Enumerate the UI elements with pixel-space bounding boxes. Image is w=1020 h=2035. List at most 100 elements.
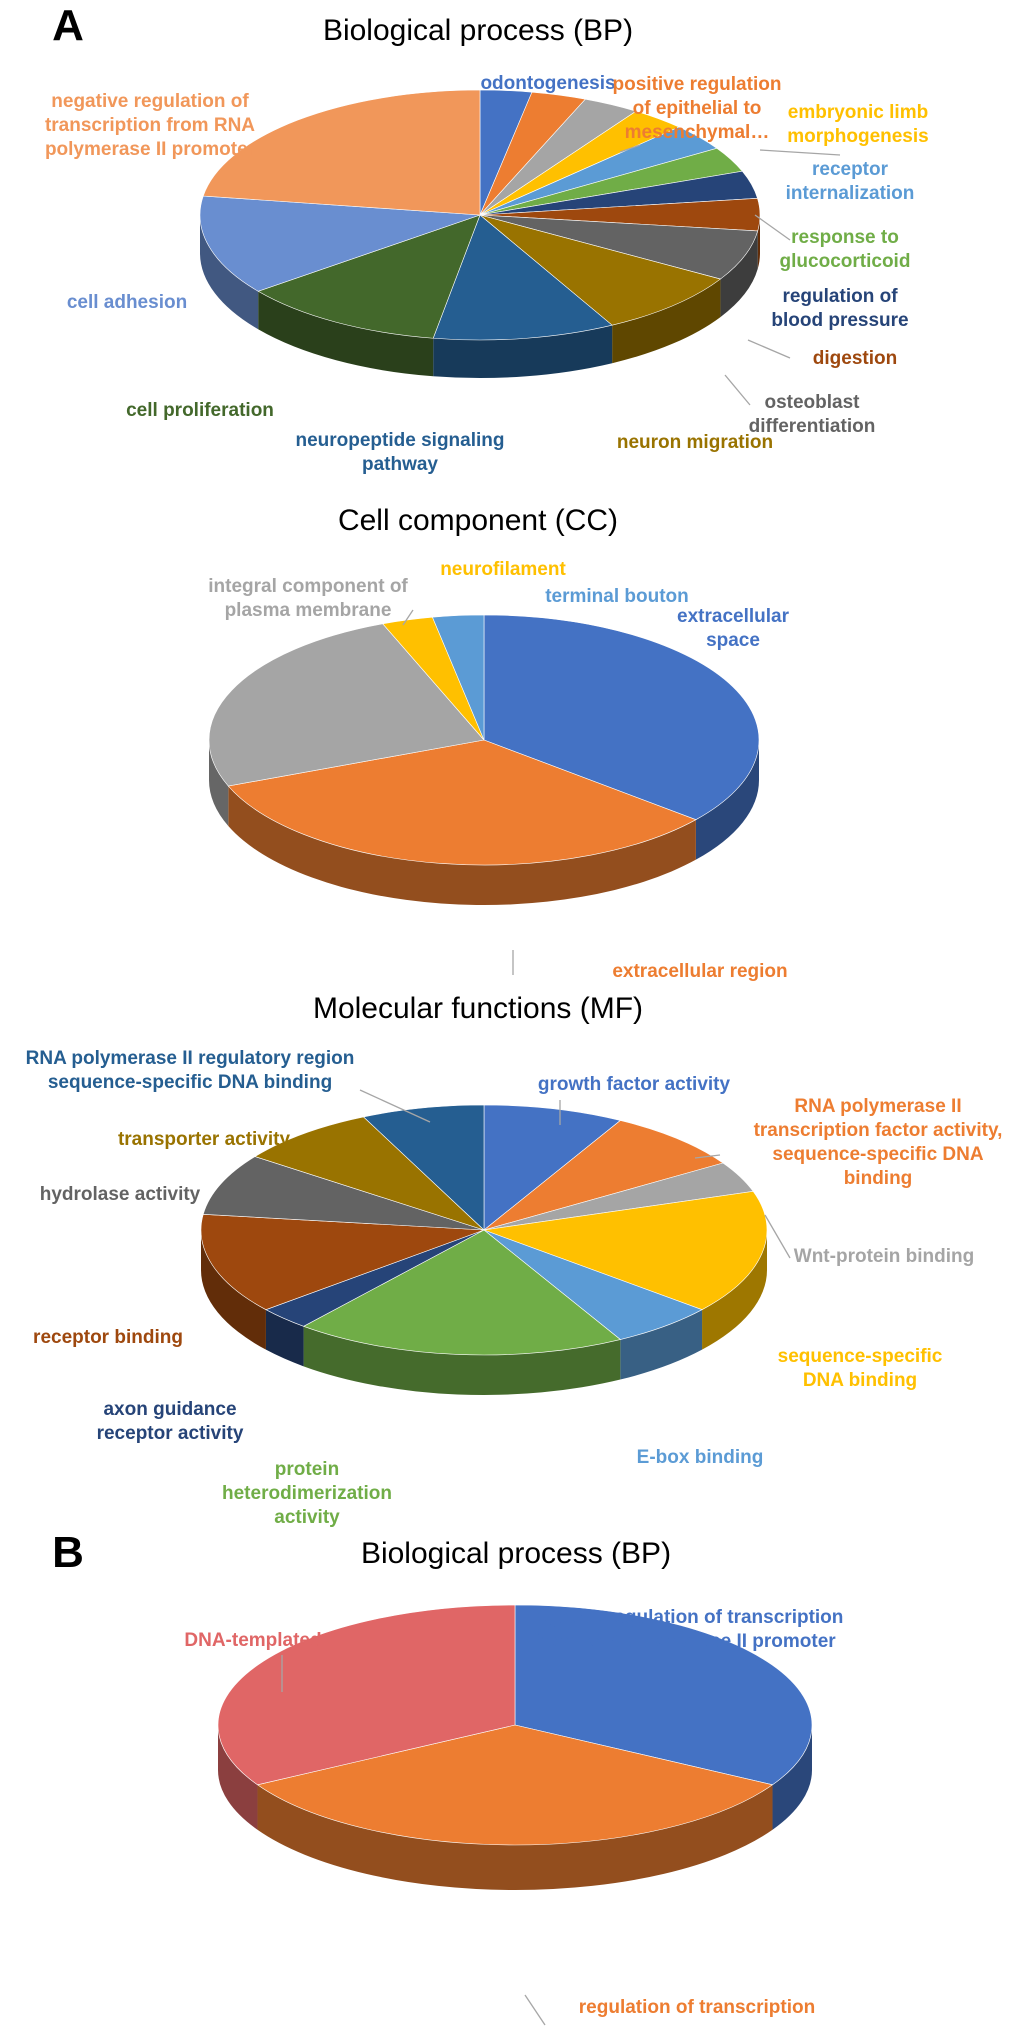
slice-sequence-specific-dna-binding xyxy=(483,1191,768,1311)
leader-line xyxy=(694,1154,721,1159)
panel-letter: B xyxy=(52,1528,84,1577)
slice-neuropeptide-signaling-pathway xyxy=(432,214,613,341)
slice-label-rna-polymerase-ii-regulatory-region-sequ: RNA polymerase II regulatory region seque… xyxy=(26,1048,355,1093)
leader-line xyxy=(754,214,791,241)
slice-side-sequence-specific-dna-binding xyxy=(702,1230,767,1350)
slice-cell-proliferation xyxy=(257,214,481,339)
slice-label-receptor-binding: receptor binding xyxy=(33,1327,183,1348)
slice-label-growth-factor-activity: growth factor activity xyxy=(538,1074,731,1095)
slice-labels: negative regulation of transcription from… xyxy=(184,1607,844,2026)
slice-side-extracellular-region xyxy=(228,786,696,905)
pie-slices xyxy=(200,1104,768,1356)
slice-label-transporter-activity: transporter activity xyxy=(118,1129,291,1150)
slice-receptor-binding xyxy=(200,1214,485,1311)
pie-sides xyxy=(218,1725,812,1891)
slice-rna-polymerase-ii-transcription-factor-a xyxy=(483,1120,724,1231)
slice-label-negative-regulation-of-transcription-fro: negative regulation of transcription from… xyxy=(45,91,256,160)
slice-label-extracellular-space: extracellular space xyxy=(677,606,790,651)
slice-label-neurofilament: neurofilament xyxy=(440,559,566,580)
slice-side-neuropeptide-signaling-pathway xyxy=(433,325,613,378)
pie-chart-1: A Biological process (BP) odontogenesispos… xyxy=(45,1,929,475)
slice-side-dna-templated xyxy=(218,1725,258,1830)
slice-osteoblast-differentiation xyxy=(479,214,759,280)
pie-sides xyxy=(209,740,759,905)
slice-neuron-migration xyxy=(479,214,722,326)
slice-labels: extracellular space extracellular region in… xyxy=(208,559,789,982)
pie-slices xyxy=(199,89,761,341)
leader-line xyxy=(724,374,751,406)
chart-title: Biological process (BP) xyxy=(361,1537,671,1570)
slice-label-rna-polymerase-ii-transcription-factor-a: RNA polymerase II transcription factor ac… xyxy=(754,1096,1003,1189)
slice-label-response-to-glucocorticoid: response to glucocorticoid xyxy=(780,227,911,272)
slice-label-neuropeptide-signaling-pathway: neuropeptide signaling pathway xyxy=(295,430,504,475)
chart-title: Biological process (BP) xyxy=(323,14,633,47)
slice-label-extracellular-region: extracellular region xyxy=(612,961,787,982)
slice-label-wnt-protein-binding: Wnt-protein binding xyxy=(794,1246,974,1267)
slice-hydrolase-activity xyxy=(202,1156,485,1231)
panel-letter: A xyxy=(52,1,84,50)
chart-title: Molecular functions (MF) xyxy=(313,992,643,1025)
slice-label-receptor-internalization: receptor internalization xyxy=(786,159,915,204)
pie-sides xyxy=(200,215,760,378)
slice-side-cell-proliferation xyxy=(258,291,434,377)
chart-title: Cell component (CC) xyxy=(338,504,618,537)
slice-label-e-box-binding: E-box binding xyxy=(637,1447,764,1468)
slice-label-embryonic-limb-morphogenesis: embryonic limb morphogenesis xyxy=(787,102,928,147)
slice-extracellular-region xyxy=(227,739,697,866)
leader-line xyxy=(524,1994,546,2026)
slice-terminal-bouton xyxy=(432,614,485,741)
slice-label-neuron-migration: neuron migration xyxy=(617,432,773,453)
slice-label-integral-component-of-plasma-membrane: integral component of plasma membrane xyxy=(208,576,408,621)
pie-chart-4: B Biological process (BP) negative regulat… xyxy=(52,1528,844,2026)
slice-side-osteoblast-differentiation xyxy=(720,230,758,318)
slice-label-regulation-of-blood-pressure: regulation of blood pressure xyxy=(771,286,908,331)
slice-extracellular-space xyxy=(483,614,760,821)
leader-line xyxy=(764,1214,791,1259)
slice-cell-adhesion xyxy=(199,195,481,292)
leader-line xyxy=(747,339,791,359)
leader-line xyxy=(619,144,641,153)
pie-chart-3: Molecular functions (MF) growth factor ac… xyxy=(26,992,1003,1528)
slice-label-axon-guidance-receptor-activity: axon guidance receptor activity xyxy=(97,1399,244,1444)
slice-label-cell-proliferation: cell proliferation xyxy=(126,400,274,421)
slice-side-protein-heterodimerization-activity xyxy=(303,1326,621,1396)
slice-growth-factor-activity xyxy=(483,1104,621,1231)
slice-side-cell-adhesion xyxy=(200,215,259,330)
slice-side-receptor-binding xyxy=(201,1230,266,1350)
slice-protein-heterodimerization-activity xyxy=(302,1229,621,1356)
slice-dna-templated xyxy=(217,1604,516,1786)
slice-label-sequence-specific-dna-binding: sequence-specific DNA binding xyxy=(778,1346,943,1391)
leader-line xyxy=(359,1089,431,1123)
slice-label-dna-templated: DNA-templated xyxy=(184,1630,321,1651)
slice-label-cell-adhesion: cell adhesion xyxy=(67,292,187,313)
slice-side-e-box-binding xyxy=(620,1309,703,1380)
leader-line xyxy=(759,149,841,156)
slice-side-axon-guidance-receptor-activity xyxy=(265,1309,304,1367)
slice-label-terminal-bouton: terminal bouton xyxy=(545,586,689,607)
slice-integral-component-of-plasma-membrane xyxy=(208,623,485,787)
slice-side-integral-component-of-plasma-membrane xyxy=(209,740,229,827)
slice-side-neuron-migration xyxy=(612,279,721,364)
slice-transporter-activity xyxy=(254,1116,485,1231)
slice-label-negative-regulation-of-transcription-fro: negative regulation of transcription from… xyxy=(525,1607,844,1652)
slice-labels: growth factor activity RNA polymerase II t… xyxy=(26,1048,1003,1528)
slice-label-protein-heterodimerization-activity: protein heterodimerization activity xyxy=(222,1459,392,1528)
slice-negative-regulation-of-transcription-fro xyxy=(202,89,481,216)
slice-side-digestion xyxy=(757,215,760,269)
pie-sides xyxy=(201,1230,767,1396)
slice-label-regulation-of-transcription: regulation of transcription xyxy=(579,1997,815,2018)
slice-side-extracellular-space xyxy=(695,740,759,860)
slice-negative-regulation-of-transcription-fro xyxy=(514,1604,813,1786)
leader-line xyxy=(402,609,414,626)
pie-chart-2: Cell component (CC)extracellular spaceext… xyxy=(208,504,789,982)
pie-slices xyxy=(217,1604,813,1846)
slice-side-regulation-of-transcription xyxy=(257,1784,773,1891)
slice-rna-polymerase-ii-regulatory-region-sequ xyxy=(362,1104,485,1231)
slice-label-osteoblast-differentiation: osteoblast differentiation xyxy=(749,392,876,437)
pie-slices xyxy=(208,614,760,866)
slice-label-hydrolase-activity: hydrolase activity xyxy=(40,1184,201,1205)
slice-label-positive-regulation-of-epithelial-to-mes: positive regulation of epithelial to mesen… xyxy=(613,74,782,143)
slice-label-odontogenesis: odontogenesis xyxy=(480,73,615,94)
